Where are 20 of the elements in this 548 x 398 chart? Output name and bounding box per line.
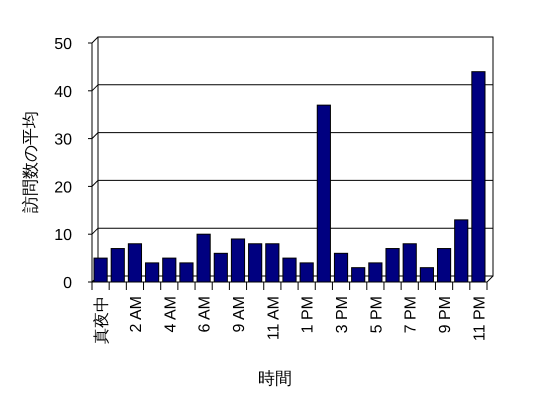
x-tick-label: 11 AM <box>265 296 282 340</box>
x-tick-label: 2 AM <box>128 296 145 332</box>
y-tick-label: 20 <box>54 179 72 196</box>
x-tick-label: 5 PM <box>368 296 386 334</box>
x-tick-label: 7 PM <box>402 296 420 334</box>
x-tick-label: 1 PM <box>300 296 317 334</box>
x-axis-title: 時間 <box>258 369 292 388</box>
x-tick-label: 11 PM <box>471 296 488 342</box>
y-tick-label: 50 <box>54 36 72 53</box>
x-tick-label: 真夜中 <box>92 296 111 344</box>
y-tick-label: 40 <box>54 84 72 101</box>
y-tick-label: 30 <box>54 132 72 149</box>
x-tick-label: 6 AM <box>196 296 214 332</box>
x-tick-label: 9 PM <box>437 296 454 334</box>
y-tick-label: 10 <box>54 227 72 244</box>
x-tick-label: 9 AM <box>230 296 248 332</box>
x-tick-label: 3 PM <box>334 296 352 334</box>
y-tick-label: 0 <box>63 275 72 292</box>
y-axis-title: 訪問数の平均 <box>21 111 40 213</box>
x-tick-label: 4 AM <box>162 296 180 332</box>
